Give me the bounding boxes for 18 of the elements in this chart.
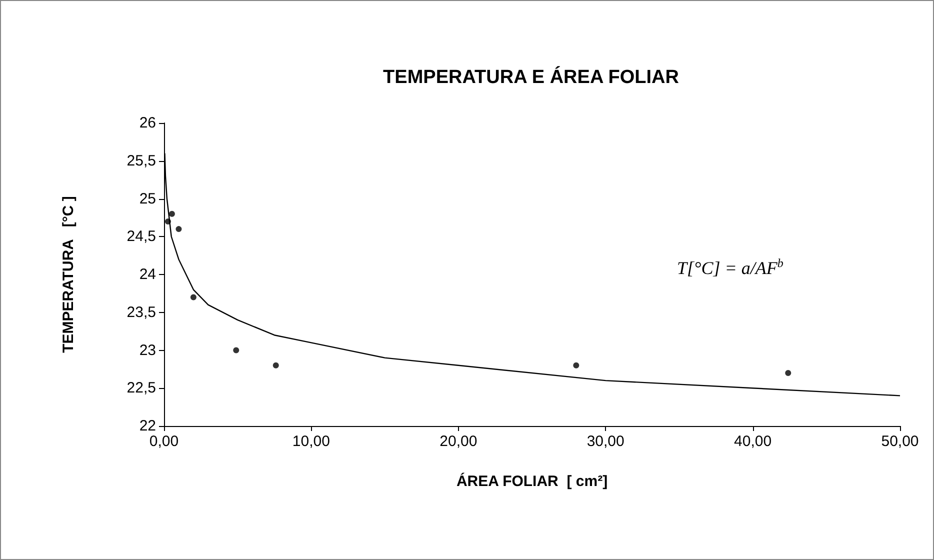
x-tick-label: 50,00 [881,433,919,450]
y-tick-label: 24,5 [126,228,156,246]
x-tick-label: 20,00 [440,433,478,450]
y-tick-label: 23 [139,342,156,359]
x-tick-label: 40,00 [734,433,772,450]
chart-title: TEMPERATURA E ÁREA FOLIAR [383,66,680,88]
y-tick-label: 24 [139,266,156,283]
y-tick-label: 26 [139,114,156,132]
x-tick-label: 10,00 [292,433,330,450]
y-tick-label: 22 [139,418,156,434]
x-axis-title: ÁREA FOLIAR [ cm²] [456,472,608,490]
y-tick-label: 22,5 [126,380,156,397]
y-tick-label: 25 [139,190,156,208]
y-tick-label: 23,5 [126,304,156,321]
y-tick-label: 25,5 [126,152,156,170]
x-tick-label: 30,00 [586,433,624,450]
y-axis-title: TEMPERATURA [°C ] [60,196,77,353]
x-tick-label: 0,00 [149,433,179,450]
